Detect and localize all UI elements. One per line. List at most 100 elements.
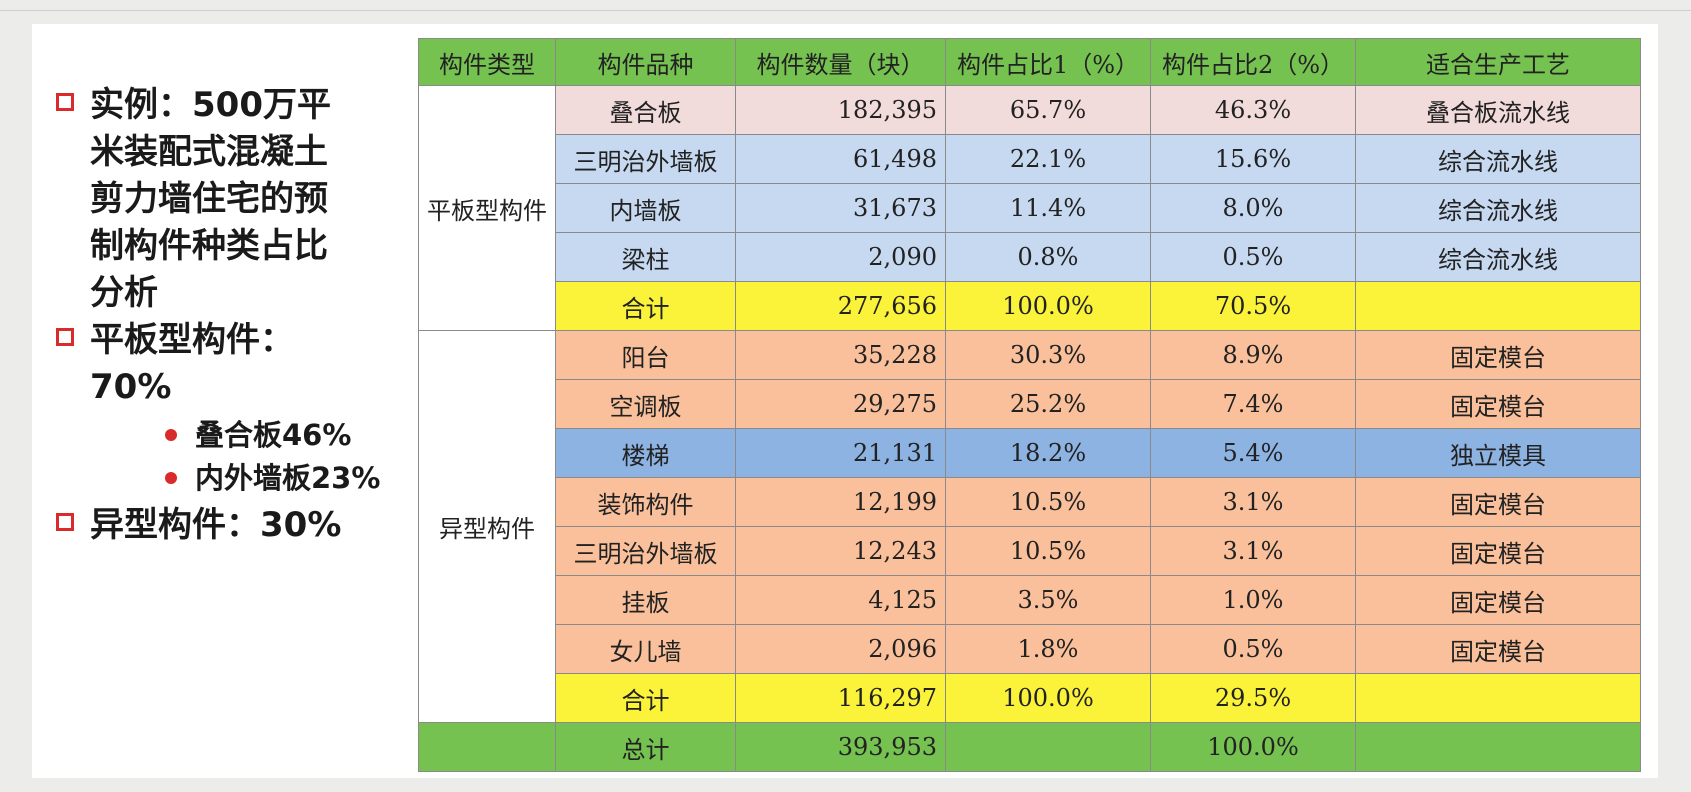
- cell-ratio2: 1.0%: [1150, 575, 1356, 625]
- bullet-text-line: 制构件种类占比: [90, 226, 328, 266]
- cell-process: 综合流水线: [1355, 134, 1641, 184]
- table-row: 空调板 29,275 25.2% 7.4% 固定模台: [419, 379, 1641, 429]
- total-row: 总计 393,953 100.0%: [418, 722, 1641, 772]
- cell-ratio2: 3.1%: [1150, 526, 1356, 576]
- cell-process: [1355, 722, 1641, 772]
- sub-bullet-laminated: 叠合板46%: [50, 414, 430, 457]
- cell-quantity: 12,243: [735, 526, 946, 576]
- cell-process: [1355, 673, 1641, 723]
- cell-process: 固定模台: [1355, 526, 1641, 576]
- dot-bullet-icon: [165, 429, 177, 441]
- cell-variety: 装饰构件: [555, 477, 736, 527]
- cell-ratio1: 25.2%: [945, 379, 1151, 429]
- cell-process: [1355, 281, 1641, 331]
- header-process: 适合生产工艺: [1355, 38, 1641, 86]
- cell-ratio1: 18.2%: [945, 428, 1151, 478]
- cell-quantity: 61,498: [735, 134, 946, 184]
- subtotal-row: 合计 116,297 100.0% 29.5%: [419, 673, 1641, 723]
- bullet-list: 实例：500万平 米装配式混凝土 剪力墙住宅的预 制构件种类占比 分析 平板型构…: [50, 82, 430, 549]
- cell-quantity: 2,096: [735, 624, 946, 674]
- cell-quantity: 2,090: [735, 232, 946, 282]
- table-row: 三明治外墙板 12,243 10.5% 3.1% 固定模台: [419, 526, 1641, 576]
- cell-ratio1: 10.5%: [945, 526, 1151, 576]
- cell-variety: 女儿墙: [555, 624, 736, 674]
- cell-process: 叠合板流水线: [1355, 85, 1641, 135]
- table-row: 楼梯 21,131 18.2% 5.4% 独立模具: [419, 428, 1641, 478]
- table-row: 三明治外墙板 61,498 22.1% 15.6% 综合流水线: [419, 134, 1641, 184]
- cell-ratio2: 7.4%: [1150, 379, 1356, 429]
- cell-quantity: 4,125: [735, 575, 946, 625]
- cell-ratio2: 29.5%: [1150, 673, 1356, 723]
- bullet-text-line: 异型构件：30%: [90, 505, 342, 545]
- header-ratio1: 构件占比1（%）: [945, 38, 1151, 86]
- table-row: 女儿墙 2,096 1.8% 0.5% 固定模台: [419, 624, 1641, 674]
- cell-ratio1: 22.1%: [945, 134, 1151, 184]
- cell-ratio2: 0.5%: [1150, 232, 1356, 282]
- square-bullet-icon: [56, 513, 74, 531]
- cell-quantity: 393,953: [735, 722, 946, 772]
- table-header-row: 构件类型 构件品种 构件数量（块） 构件占比1（%） 构件占比2（%） 适合生产…: [418, 38, 1641, 86]
- cell-variety: 内墙板: [555, 183, 736, 233]
- cell-ratio2: 5.4%: [1150, 428, 1356, 478]
- cell-ratio2: 46.3%: [1150, 85, 1356, 135]
- dot-bullet-icon: [165, 472, 177, 484]
- cell-ratio2: 8.0%: [1150, 183, 1356, 233]
- cell-process: 固定模台: [1355, 330, 1641, 380]
- cell-process: 固定模台: [1355, 477, 1641, 527]
- subtotal-row: 合计 277,656 100.0% 70.5%: [419, 281, 1641, 331]
- cell-variety: 阳台: [555, 330, 736, 380]
- bullet-text-line: 分析: [90, 273, 158, 313]
- cell-ratio2: 8.9%: [1150, 330, 1356, 380]
- cell-variety: 总计: [555, 722, 736, 772]
- bullet-special-components: 异型构件：30%: [50, 502, 430, 549]
- cell-variety: 合计: [555, 673, 736, 723]
- cell-process: 独立模具: [1355, 428, 1641, 478]
- cell-ratio1: [945, 722, 1151, 772]
- header-quantity: 构件数量（块）: [735, 38, 946, 86]
- cell-ratio2: 3.1%: [1150, 477, 1356, 527]
- cell-quantity: 277,656: [735, 281, 946, 331]
- cell-process: 固定模台: [1355, 624, 1641, 674]
- table-row: 平板型构件 叠合板 182,395 65.7% 46.3% 叠合板流水线: [418, 85, 1641, 331]
- table-row: 装饰构件 12,199 10.5% 3.1% 固定模台: [419, 477, 1641, 527]
- table-row: 挂板 4,125 3.5% 1.0% 固定模台: [419, 575, 1641, 625]
- cell-ratio2: 70.5%: [1150, 281, 1356, 331]
- cell-type: [418, 722, 556, 772]
- cell-ratio1: 11.4%: [945, 183, 1151, 233]
- cell-ratio1: 0.8%: [945, 232, 1151, 282]
- bullet-flat-components: 平板型构件： 70%: [50, 317, 430, 411]
- table-row: 内墙板 31,673 11.4% 8.0% 综合流水线: [419, 183, 1641, 233]
- cell-ratio1: 100.0%: [945, 673, 1151, 723]
- cell-quantity: 12,199: [735, 477, 946, 527]
- type-cell-flat: 平板型构件: [418, 85, 556, 331]
- cell-ratio1: 3.5%: [945, 575, 1151, 625]
- cell-variety: 挂板: [555, 575, 736, 625]
- cell-ratio2: 0.5%: [1150, 624, 1356, 674]
- square-bullet-icon: [56, 328, 74, 346]
- sub-bullet-text: 内外墙板23%: [195, 461, 381, 495]
- component-ratio-table: 构件类型 构件品种 构件数量（块） 构件占比1（%） 构件占比2（%） 适合生产…: [418, 38, 1641, 772]
- cell-quantity: 182,395: [735, 85, 946, 135]
- cell-variety: 梁柱: [555, 232, 736, 282]
- cell-quantity: 31,673: [735, 183, 946, 233]
- cell-variety: 三明治外墙板: [555, 526, 736, 576]
- cell-quantity: 29,275: [735, 379, 946, 429]
- square-bullet-icon: [56, 93, 74, 111]
- bullet-text-line: 平板型构件：: [90, 320, 294, 360]
- cell-ratio1: 1.8%: [945, 624, 1151, 674]
- header-ratio2: 构件占比2（%）: [1150, 38, 1356, 86]
- cell-variety: 叠合板: [555, 85, 736, 135]
- cell-quantity: 35,228: [735, 330, 946, 380]
- header-variety: 构件品种: [555, 38, 736, 86]
- cell-process: 综合流水线: [1355, 183, 1641, 233]
- table-row: 梁柱 2,090 0.8% 0.5% 综合流水线: [419, 232, 1641, 282]
- cell-variety: 合计: [555, 281, 736, 331]
- top-divider: [0, 10, 1691, 11]
- cell-process: 固定模台: [1355, 575, 1641, 625]
- table-row: 异型构件 阳台 35,228 30.3% 8.9% 固定模台: [418, 330, 1641, 723]
- sub-bullet-text: 叠合板46%: [195, 418, 352, 452]
- bullet-text-line: 米装配式混凝土: [90, 132, 328, 172]
- cell-variety: 三明治外墙板: [555, 134, 736, 184]
- cell-process: 固定模台: [1355, 379, 1641, 429]
- header-type: 构件类型: [418, 38, 556, 86]
